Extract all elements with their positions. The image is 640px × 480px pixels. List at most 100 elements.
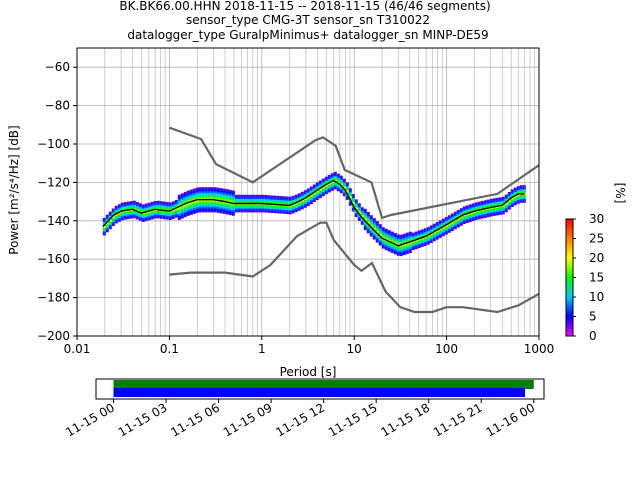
heatmap-cell (207, 194, 211, 197)
heatmap-cell (231, 204, 235, 207)
heatmap-cell (426, 236, 430, 239)
heatmap-cell (423, 232, 427, 235)
heatmap-cell (363, 214, 367, 217)
heatmap-cell (117, 213, 121, 217)
heatmap-cell (126, 203, 130, 206)
heatmap-cell (351, 194, 355, 197)
heatmap-cell (219, 188, 223, 191)
heatmap-cell (114, 215, 118, 218)
heatmap-cell (513, 189, 517, 192)
heatmap-cell (510, 202, 514, 206)
heatmap-cell (453, 225, 457, 228)
heatmap-cell (471, 216, 475, 219)
heatmap-cell (177, 204, 181, 207)
heatmap-cell (210, 189, 214, 192)
heatmap-cell (294, 198, 298, 201)
heatmap-cell (249, 210, 253, 213)
heatmap-cell (438, 224, 442, 227)
heatmap-cell (141, 206, 145, 209)
heatmap-cell (357, 207, 361, 210)
heatmap-cell (312, 184, 316, 187)
heatmap-cell (138, 214, 142, 217)
heatmap-cell (150, 203, 154, 206)
heatmap-cell (363, 222, 367, 225)
heatmap-cell (117, 217, 121, 220)
heatmap-cell (369, 215, 373, 218)
heatmap-cell (495, 197, 499, 200)
heatmap-cell (105, 214, 109, 217)
heatmap-cell (393, 252, 397, 255)
y-tick-label: −180 (37, 291, 70, 305)
heatmap-cell (453, 221, 457, 224)
heatmap-cell (198, 204, 202, 207)
heatmap-cell (381, 236, 385, 239)
heatmap-cell (225, 198, 229, 201)
heatmap-cell (102, 229, 106, 232)
heatmap-cell (474, 214, 478, 217)
heatmap-cell (495, 213, 499, 216)
heatmap-cell (189, 199, 193, 202)
heatmap-cell (480, 204, 484, 208)
heatmap-cell (417, 234, 421, 237)
heatmap-cell (210, 200, 214, 203)
heatmap-cell (279, 199, 283, 203)
heatmap-cell (129, 206, 133, 209)
heatmap-cell (150, 217, 154, 220)
heatmap-cell (192, 211, 196, 214)
heatmap-cell (261, 194, 265, 197)
heatmap-cell (444, 218, 448, 222)
heatmap-cell (198, 200, 202, 203)
heatmap-cell (156, 202, 160, 205)
heatmap-cell (456, 210, 460, 213)
heatmap-cell (297, 208, 301, 211)
heatmap-cell (213, 202, 217, 205)
heatmap-cell (288, 210, 292, 213)
heatmap-cell (285, 196, 289, 199)
heatmap-cell (432, 225, 436, 228)
heatmap-cell (468, 217, 472, 220)
heatmap-cell (423, 241, 427, 244)
heatmap-cell (393, 236, 397, 240)
heatmap-cell (237, 200, 241, 203)
heatmap-cell (504, 198, 508, 201)
heatmap-cell (108, 219, 112, 222)
heatmap-cell (189, 189, 193, 192)
heatmap-cell (123, 217, 127, 220)
heatmap-cell (129, 214, 133, 217)
y-axis-ticks: −200 −180 −160 −140 −120 −100 −80 −60 (37, 60, 77, 343)
heatmap-cell (153, 212, 157, 215)
heatmap-cell (117, 211, 121, 215)
heatmap-cell (378, 224, 382, 227)
heatmap-cell (339, 175, 343, 178)
heatmap-cell (141, 210, 145, 213)
heatmap-cell (204, 206, 208, 209)
heatmap-cell (495, 211, 499, 214)
heatmap-cell (234, 200, 238, 203)
heatmap-cell (237, 198, 241, 201)
heatmap-cell (387, 247, 391, 250)
heatmap-cell (453, 215, 457, 218)
heatmap-cell (483, 209, 487, 213)
heatmap-cell (501, 196, 505, 199)
heatmap-cell (435, 237, 439, 240)
heatmap-cell (387, 236, 391, 239)
heatmap-cell (339, 177, 343, 180)
heatmap-cell (120, 204, 124, 207)
heatmap-cell (234, 208, 238, 211)
heatmap-cell (468, 214, 472, 217)
heatmap-cell (471, 214, 475, 218)
heatmap-cell (399, 234, 403, 237)
heatmap-cell (501, 200, 505, 203)
heatmap-cell (450, 225, 454, 228)
heatmap-cell (144, 205, 148, 208)
heatmap-cell (462, 212, 466, 215)
x-tick-label: 0.1 (160, 342, 179, 356)
heatmap-cell (405, 238, 409, 241)
heatmap-cell (330, 179, 334, 182)
heatmap-cell (381, 240, 385, 243)
heatmap-cell (312, 196, 316, 199)
heatmap-cell (516, 197, 520, 200)
heatmap-cell (330, 181, 334, 184)
heatmap-cell (321, 190, 325, 193)
heatmap-cell (303, 190, 307, 193)
